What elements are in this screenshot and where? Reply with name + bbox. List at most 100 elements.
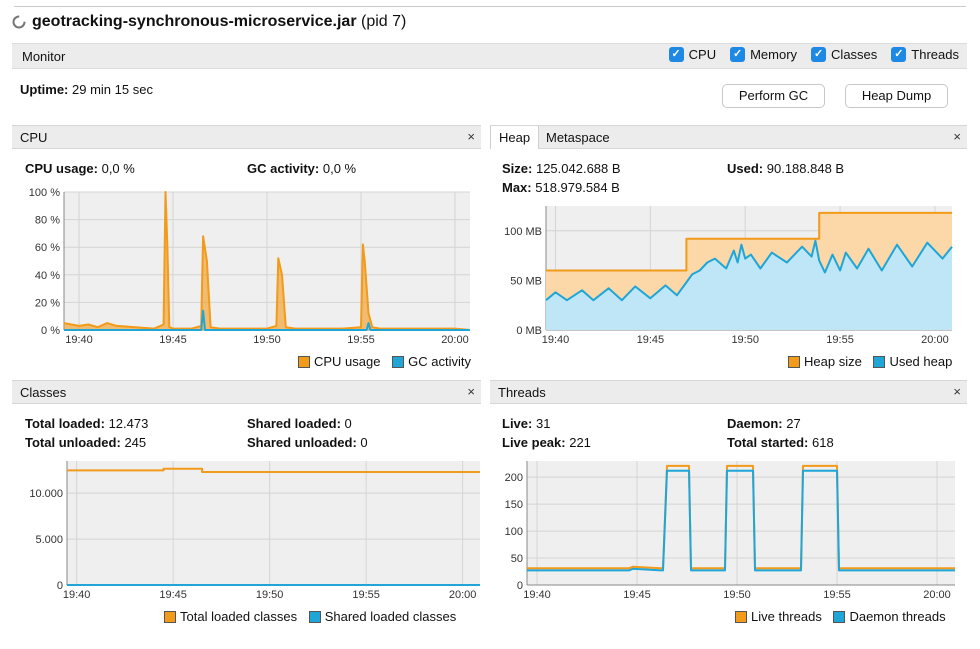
threads-legend: Live threads Daemon threads: [735, 609, 946, 624]
x-tick-label: 20:00: [441, 334, 469, 346]
perform-gc-button[interactable]: Perform GC: [722, 84, 825, 108]
uptime-value: 29 min 15 sec: [72, 82, 153, 97]
stat-label: Live peak:: [502, 435, 566, 450]
x-tick-label: 20:00: [449, 589, 477, 601]
y-tick-label: 40 %: [35, 270, 60, 282]
x-tick-label: 19:55: [347, 334, 375, 346]
live-stat: Live: 31: [502, 416, 550, 431]
cpu-legend: CPU usage GC activity: [298, 354, 471, 369]
y-tick-label: 200: [505, 472, 523, 484]
shared-unloaded-stat: Shared unloaded: 0: [247, 435, 368, 450]
app-name: geotracking-synchronous-microservice.jar: [32, 13, 357, 30]
classes-panel-header: Classes ×: [12, 380, 481, 404]
tab-metaspace[interactable]: Metaspace: [546, 130, 610, 145]
stat-value: 0,0 %: [101, 161, 135, 176]
threads-panel-header: Threads ×: [490, 380, 967, 404]
check-icon: ✓: [811, 47, 827, 62]
y-tick-label: 150: [505, 499, 523, 511]
legend-swatch-total-loaded: [164, 610, 176, 623]
stat-label: Total unloaded:: [25, 435, 121, 450]
uptime-label: Uptime:: [20, 82, 69, 97]
legend-label: GC activity: [408, 354, 471, 369]
y-tick-label: 0 MB: [516, 325, 542, 337]
y-tick-label: 100 %: [29, 187, 60, 199]
y-tick-label: 0: [57, 580, 63, 592]
close-icon[interactable]: ×: [953, 129, 961, 144]
stat-value: 0: [344, 416, 352, 431]
legend-label: Total loaded classes: [180, 609, 298, 624]
total-loaded-stat: Total loaded: 12.473: [25, 416, 148, 431]
y-tick-label: 50 MB: [510, 275, 542, 287]
pid: (pid 7): [361, 13, 407, 30]
legend-swatch-heap-size: [788, 355, 800, 368]
x-tick-label: 19:50: [731, 334, 759, 346]
stat-label: Max:: [502, 180, 532, 195]
stat-value: 618: [812, 435, 834, 450]
heap-dump-button[interactable]: Heap Dump: [845, 84, 948, 108]
heap-chart: 0 MB 50 MB 100 MB 19:40 19:45 19:50 19:55 20:00: [504, 206, 953, 346]
total-started-stat: Total started: 618: [727, 435, 834, 450]
loading-spinner-icon: [12, 15, 26, 29]
legend-label: Used heap: [889, 354, 953, 369]
y-tick-label: 0 %: [41, 325, 60, 337]
used-heap-area: [546, 240, 952, 330]
y-tick-label: 0: [517, 580, 523, 592]
legend-swatch-cpu: [298, 355, 310, 368]
used-heap-line: [545, 239, 953, 302]
checkbox-label: Memory: [750, 47, 798, 62]
x-tick-label: 19:50: [256, 589, 284, 601]
x-tick-label: 19:40: [542, 334, 570, 346]
stat-label: CPU usage:: [25, 161, 98, 176]
daemon-threads-line: [527, 469, 955, 572]
heap-legend: Heap size Used heap: [788, 354, 952, 369]
x-tick-label: 19:40: [523, 589, 551, 601]
legend-swatch-used-heap: [873, 355, 886, 368]
stat-value: 31: [535, 416, 551, 431]
x-tick-label: 19:45: [623, 589, 651, 601]
stat-label: Total started:: [727, 435, 809, 450]
y-tick-label: 60 %: [35, 242, 60, 254]
stat-label: Shared loaded:: [247, 416, 341, 431]
live-peak-stat: Live peak: 221: [502, 435, 591, 450]
classes-panel-title: Classes: [20, 385, 67, 400]
gc-activity-stat: GC activity: 0,0 %: [247, 161, 356, 176]
stat-label: Size:: [502, 161, 533, 176]
stat-value: 125.042.688 B: [535, 161, 621, 176]
legend-swatch-daemon: [833, 610, 846, 623]
stat-value: 221: [569, 435, 591, 450]
x-tick-label: 19:45: [159, 334, 187, 346]
stat-value: 245: [124, 435, 147, 450]
close-icon[interactable]: ×: [953, 384, 961, 399]
x-tick-label: 19:45: [637, 334, 665, 346]
stat-value: 12.473: [108, 416, 149, 431]
uptime: Uptime: 29 min 15 sec: [20, 82, 153, 97]
tab-heap[interactable]: Heap: [490, 126, 540, 149]
gc-activity-line: [64, 309, 470, 331]
x-tick-label: 19:50: [253, 334, 281, 346]
checkbox-classes[interactable]: ✓ Classes: [811, 47, 877, 62]
stat-label: Total loaded:: [25, 416, 105, 431]
x-tick-label: 19:55: [823, 589, 851, 601]
checkbox-label: CPU: [688, 47, 717, 62]
legend-swatch-live: [735, 610, 747, 623]
checkbox-threads[interactable]: ✓ Threads: [891, 47, 959, 62]
checkbox-memory[interactable]: ✓ Memory: [730, 47, 797, 62]
stat-label: Daemon:: [727, 416, 783, 431]
check-icon: ✓: [891, 47, 907, 62]
classes-chart: 0 5.000 10.000 19:40 19:45 19:50 19:55 20:00: [29, 461, 480, 601]
y-tick-label: 10.000: [29, 488, 63, 500]
cpu-panel-title: CPU: [20, 130, 48, 145]
y-tick-label: 20 %: [35, 297, 60, 309]
close-icon[interactable]: ×: [467, 384, 475, 399]
checkbox-label: Threads: [911, 47, 959, 62]
x-tick-label: 19:45: [159, 589, 187, 601]
checkbox-cpu[interactable]: ✓ CPU: [668, 47, 717, 62]
y-tick-label: 100: [505, 526, 523, 538]
legend-label: Heap size: [804, 354, 862, 369]
legend-label: Live threads: [751, 609, 822, 624]
heap-max-stat: Max: 518.979.584 B: [502, 180, 620, 195]
stat-label: Used:: [727, 161, 764, 176]
cpu-usage-stat: CPU usage: 0,0 %: [25, 161, 135, 176]
cpu-usage-line: [63, 191, 471, 331]
close-icon[interactable]: ×: [467, 129, 475, 144]
